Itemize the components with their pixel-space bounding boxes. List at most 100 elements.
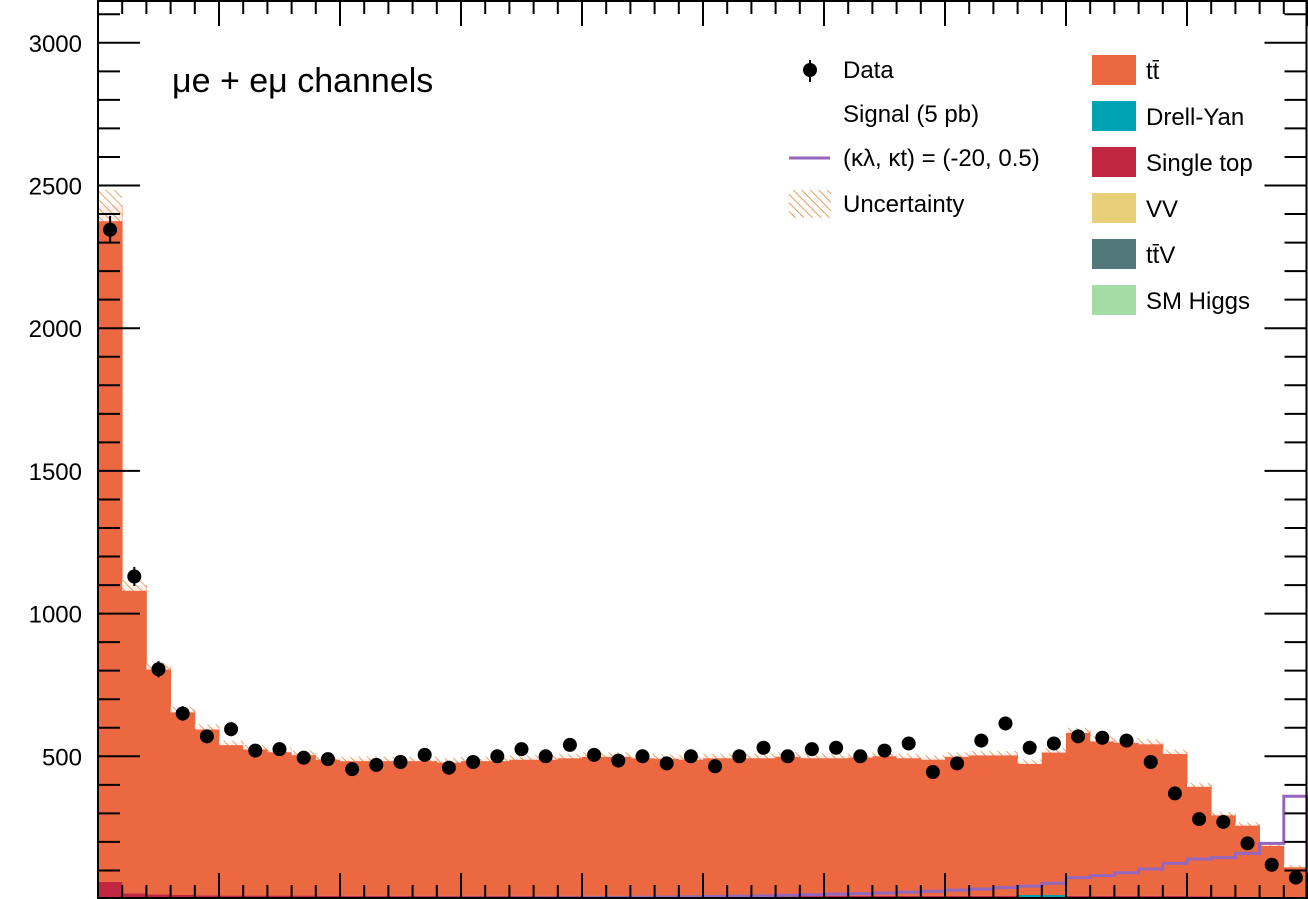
data-point [345,762,360,777]
y-tick-label: 1000 [29,602,82,629]
data-point [659,756,674,771]
y-tick-label: 500 [42,744,82,771]
y-tick-label: 2500 [29,174,82,201]
uncertainty-band [703,753,728,759]
ttbar-bar [751,756,776,896]
data-point [950,756,965,771]
uncertainty-band [969,750,994,756]
data-point [490,749,505,764]
legend-vv-label: VV [1146,196,1178,223]
uncertainty-band [1211,811,1236,816]
data-point [1192,812,1207,827]
ttbar-bar [122,585,147,894]
data-point [1240,836,1255,851]
data-point [248,743,263,758]
ttbar-bar [98,205,123,882]
uncertainty-band [557,753,582,759]
data-point [732,749,747,764]
data-point [635,749,650,764]
ttbar-bar [315,757,341,896]
uncertainty-band [436,758,461,763]
ttbar-bar [436,760,462,896]
data-point [393,755,408,770]
uncertainty-band [920,755,945,760]
data-point [272,742,287,757]
data-point [853,749,868,764]
legend-single-top-swatch [1092,147,1136,177]
data-point [369,757,384,772]
data-point [804,742,819,757]
legend-sm-higgs-swatch [1092,285,1136,315]
data-point [1264,857,1279,872]
uncertainty-band [194,724,219,730]
ttbar-bar [291,752,317,896]
uncertainty-band [993,750,1018,756]
uncertainty-band [751,753,776,759]
ttbar-bar [799,756,825,896]
axes: 500 1000 1500 2000 2500 3000 [29,0,1308,899]
legend-sm-higgs-label: SM Higgs [1146,288,1250,315]
ttbar-bar [606,754,631,896]
ttbar-bar [872,754,897,896]
data-point [829,740,844,755]
ttbar-bar [824,756,849,896]
legend-ttv-label: tt̄V [1146,242,1175,269]
data-point [877,743,892,758]
legend-ttv-swatch [1092,239,1136,269]
uncertainty-band [1138,739,1163,745]
y-tick-label: 1500 [29,459,82,486]
data-point [1071,729,1086,744]
legend-drell-yan-swatch [1092,101,1136,131]
uncertainty-band [896,753,921,759]
uncertainty-band [509,755,534,760]
data-point [1216,814,1231,829]
uncertainty-band [1017,759,1042,765]
uncertainty-band [219,740,244,746]
ttbar-bar [194,726,220,896]
ttbar-bar [775,754,801,896]
ttbar-bar [654,756,680,896]
legend-single-top-label: Single top [1146,150,1253,177]
y-tick-label: 2000 [29,316,82,343]
ttbar-bar [993,753,1018,896]
legend-uncertainty-swatch [789,190,831,218]
ttbar-bar [412,758,438,896]
legend-ttbar-swatch [1092,55,1136,85]
data-point [127,569,142,584]
data-point [998,716,1013,731]
data-point [974,733,989,748]
data-point [1119,733,1134,748]
ttbar-bar [582,754,607,896]
data-point [417,747,432,762]
data-point [562,737,577,752]
data-point [103,222,118,237]
data-point [611,753,626,768]
ttbar-bar [1114,740,1139,896]
ttbar-bar [1090,738,1115,896]
ttbar-bar [920,757,946,896]
ttbar-bar [509,757,534,896]
ttbar-bar [896,756,922,896]
data-point [780,749,795,764]
ttbar-bar [461,758,486,896]
uncertainty-band [945,752,970,757]
ttbar-bar [630,756,655,896]
data-point [1095,730,1110,745]
single-top-bar [122,893,147,899]
ttbar-bar [533,757,559,896]
legend-uncertainty-label: Uncertainty [843,191,964,218]
data-point [224,722,239,737]
ttbar-bar [703,756,728,896]
data-point [441,760,456,775]
legend-signal-line-label: (κλ, κt) = (-20, 0.5) [843,145,1040,172]
legend-signal-header: Signal (5 pb) [843,101,979,128]
data-point [296,750,311,765]
uncertainty-band [1283,865,1308,868]
channel-label: μe + eμ channels [172,62,433,100]
ttbar-bar [1017,761,1043,896]
ttbar-bar [1041,750,1067,896]
ttbar-bar [219,742,244,896]
legend-vv-swatch [1092,193,1136,223]
single-top-bar [98,881,123,899]
